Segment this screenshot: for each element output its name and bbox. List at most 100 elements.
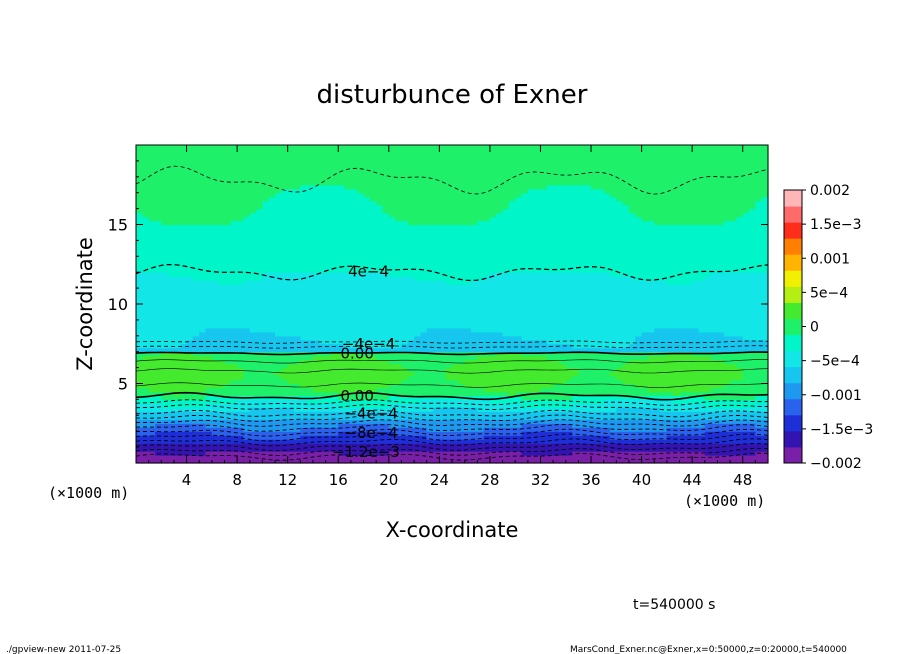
heat-cell (470, 439, 478, 444)
heat-cell (161, 363, 169, 369)
heat-cell (685, 459, 693, 464)
heat-cell (521, 315, 529, 321)
heat-cell (363, 327, 371, 333)
heat-cell (414, 383, 421, 389)
heat-cell (142, 351, 150, 357)
heat-cell (635, 435, 643, 440)
heat-cell (357, 363, 365, 369)
heat-cell (470, 383, 478, 389)
heat-cell (445, 264, 453, 269)
heat-cell (647, 435, 655, 440)
heat-cell (534, 343, 542, 349)
heat-cell (306, 272, 314, 277)
heat-cell (369, 415, 377, 420)
heat-cell (230, 315, 238, 321)
heat-cell (294, 343, 301, 349)
heat-cell (173, 415, 181, 420)
heat-cell (382, 339, 390, 345)
heat-cell (496, 367, 504, 373)
heat-cell (730, 264, 737, 269)
heat-cell (559, 347, 567, 353)
heat-cell (622, 323, 630, 329)
heat-cell (749, 395, 756, 400)
heat-cell (679, 288, 687, 293)
heat-cell (148, 288, 156, 293)
heat-cell (142, 419, 150, 424)
heat-cell (458, 407, 466, 412)
heat-cell (603, 399, 611, 404)
heat-cell (553, 459, 561, 464)
heat-cell (452, 447, 459, 452)
heat-cell (641, 415, 649, 420)
heat-cell (610, 331, 617, 337)
heat-cell (199, 439, 207, 444)
heat-cell (749, 331, 756, 337)
heat-cell (199, 351, 207, 357)
heat-cell (420, 419, 428, 424)
heat-cell (382, 307, 390, 313)
heat-cell (584, 272, 592, 277)
heat-cell (679, 367, 687, 373)
heat-cell (382, 443, 390, 448)
heat-cell (331, 335, 339, 341)
heat-cell (717, 335, 725, 341)
heat-cell (692, 371, 700, 377)
heat-cell (603, 415, 611, 420)
heat-cell (458, 391, 466, 397)
heat-cell (148, 335, 156, 341)
heat-cell (426, 371, 434, 377)
heat-cell (376, 300, 384, 305)
heat-cell (470, 355, 478, 361)
heat-cell (578, 300, 586, 305)
heat-cell (578, 351, 586, 357)
heat-cell (148, 407, 156, 412)
heat-cell (205, 311, 213, 317)
heat-cell (300, 411, 308, 416)
heat-cell (136, 423, 143, 428)
heat-cell (628, 431, 636, 436)
heat-cell (192, 280, 200, 285)
heat-cell (148, 264, 156, 269)
heat-cell (161, 296, 169, 301)
heat-cell (508, 264, 516, 269)
heat-cell (426, 304, 434, 309)
heat-cell (287, 319, 295, 325)
heat-cell (319, 435, 327, 440)
heat-cell (483, 272, 491, 277)
heat-cell (300, 399, 308, 404)
heat-cell (540, 459, 548, 464)
heat-cell (395, 383, 403, 389)
heat-cell (395, 331, 403, 337)
heat-cell (186, 335, 194, 341)
heat-cell (540, 319, 548, 325)
heat-cell (508, 288, 516, 293)
heat-cell (338, 419, 346, 424)
heat-cell (704, 423, 712, 428)
heat-cell (761, 407, 769, 412)
heat-cell (344, 268, 352, 273)
heat-cell (237, 375, 245, 381)
heat-cell (654, 391, 662, 397)
heat-cell (603, 407, 611, 412)
heat-cell (711, 359, 719, 365)
heat-cell (717, 407, 725, 412)
heat-cell (654, 431, 662, 436)
heat-cell (496, 284, 504, 289)
heat-cell (508, 367, 516, 373)
heat-cell (666, 264, 674, 269)
heat-cell (287, 455, 295, 460)
heat-cell (382, 300, 390, 305)
heat-cell (647, 315, 655, 321)
heat-cell (711, 375, 719, 381)
heat-cell (730, 435, 737, 440)
heat-cell (553, 395, 561, 400)
heat-cell (666, 431, 674, 436)
heat-cell (319, 423, 327, 428)
heat-cell (464, 427, 472, 432)
heat-cell (211, 459, 219, 464)
heat-cell (180, 407, 188, 412)
heat-cell (527, 387, 535, 393)
heat-cell (546, 315, 554, 321)
heat-cell (685, 451, 693, 456)
heat-cell (489, 272, 497, 277)
